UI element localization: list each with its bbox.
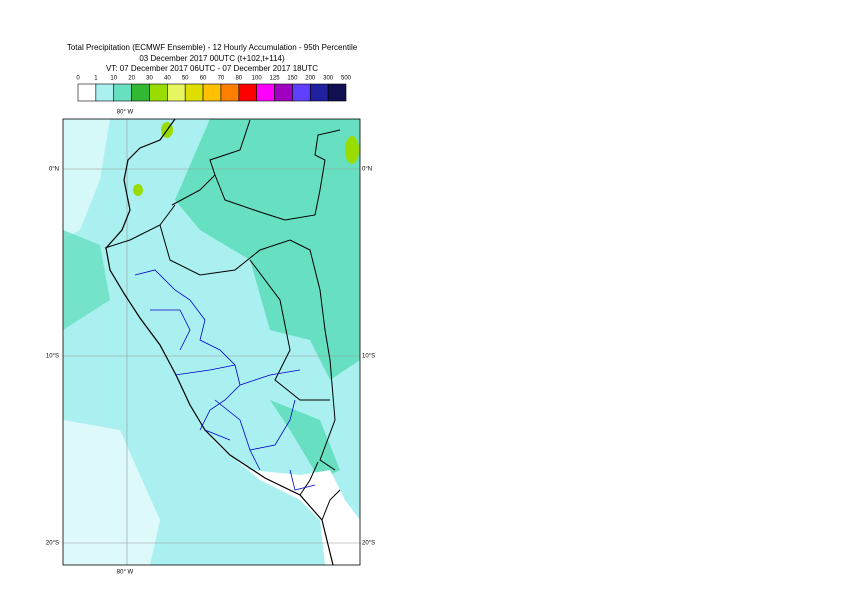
colorbar-label: 200 xyxy=(305,76,316,82)
lat-label: 10°S xyxy=(46,354,59,360)
coastline xyxy=(105,119,334,565)
title-line: Total Precipitation (ECMWF Ensemble) - 1… xyxy=(67,43,358,52)
lon-label: 80° W xyxy=(117,110,134,116)
colorbar-box xyxy=(327,83,347,102)
colorbar-label: 500 xyxy=(341,76,352,82)
colorbar-label: 50 xyxy=(182,76,189,82)
precip-field xyxy=(63,420,160,565)
precip-field xyxy=(63,230,110,330)
precip-field xyxy=(270,400,340,480)
title-line: 03 December 2017 00UTC (t+102,t+114) xyxy=(139,54,285,63)
colorbar-label: 150 xyxy=(287,76,298,82)
colorbar-box xyxy=(95,83,115,102)
lat-label: 10°S xyxy=(362,354,375,360)
precip-field xyxy=(63,119,110,240)
colorbar-label: 125 xyxy=(270,76,281,82)
lat-label: 0°N xyxy=(362,167,372,173)
colorbar-label: 70 xyxy=(218,76,225,82)
colorbar-box xyxy=(256,83,275,102)
colorbar-label: 100 xyxy=(252,76,263,82)
colorbar-box xyxy=(167,83,186,102)
lat-label: 20°S xyxy=(362,541,375,547)
lon-label: 80° W xyxy=(117,570,134,576)
precip-field xyxy=(345,136,359,164)
colorbar-label: 0 xyxy=(76,76,80,82)
lat-label: 20°S xyxy=(46,541,59,547)
precip-field xyxy=(200,430,360,565)
title-line: VT: 07 December 2017 06UTC - 07 December… xyxy=(106,64,318,73)
colorbar-label: 30 xyxy=(146,76,153,82)
colorbar-box xyxy=(113,83,132,102)
colorbar-box xyxy=(309,83,329,102)
colorbar: 0 1 10 20 30 40 50 60 70 80 100 125 150 200 300 500 xyxy=(76,76,352,102)
colorbar-label: 20 xyxy=(128,76,135,82)
country-border xyxy=(104,119,341,521)
colorbar-box xyxy=(149,83,168,102)
colorbar-box xyxy=(274,83,293,102)
colorbar-label: 80 xyxy=(235,76,242,82)
lat-label: 0°N xyxy=(49,167,59,173)
colorbar-box xyxy=(184,83,204,102)
precip-field xyxy=(133,184,143,196)
colorbar-label: 60 xyxy=(200,76,207,82)
colorbar-label: 1 xyxy=(94,76,98,82)
precip-field xyxy=(175,119,360,380)
colorbar-box xyxy=(77,83,97,102)
colorbar-box xyxy=(220,83,240,102)
colorbar-label: 40 xyxy=(164,76,171,82)
region-border xyxy=(134,269,316,491)
colorbar-box xyxy=(238,83,257,102)
map xyxy=(63,119,360,565)
map-frame xyxy=(62,118,361,566)
colorbar-label: 10 xyxy=(110,76,117,82)
colorbar-label: 300 xyxy=(323,76,334,82)
colorbar-box xyxy=(292,83,311,102)
colorbar-box xyxy=(131,83,150,102)
colorbar-box xyxy=(202,83,222,102)
